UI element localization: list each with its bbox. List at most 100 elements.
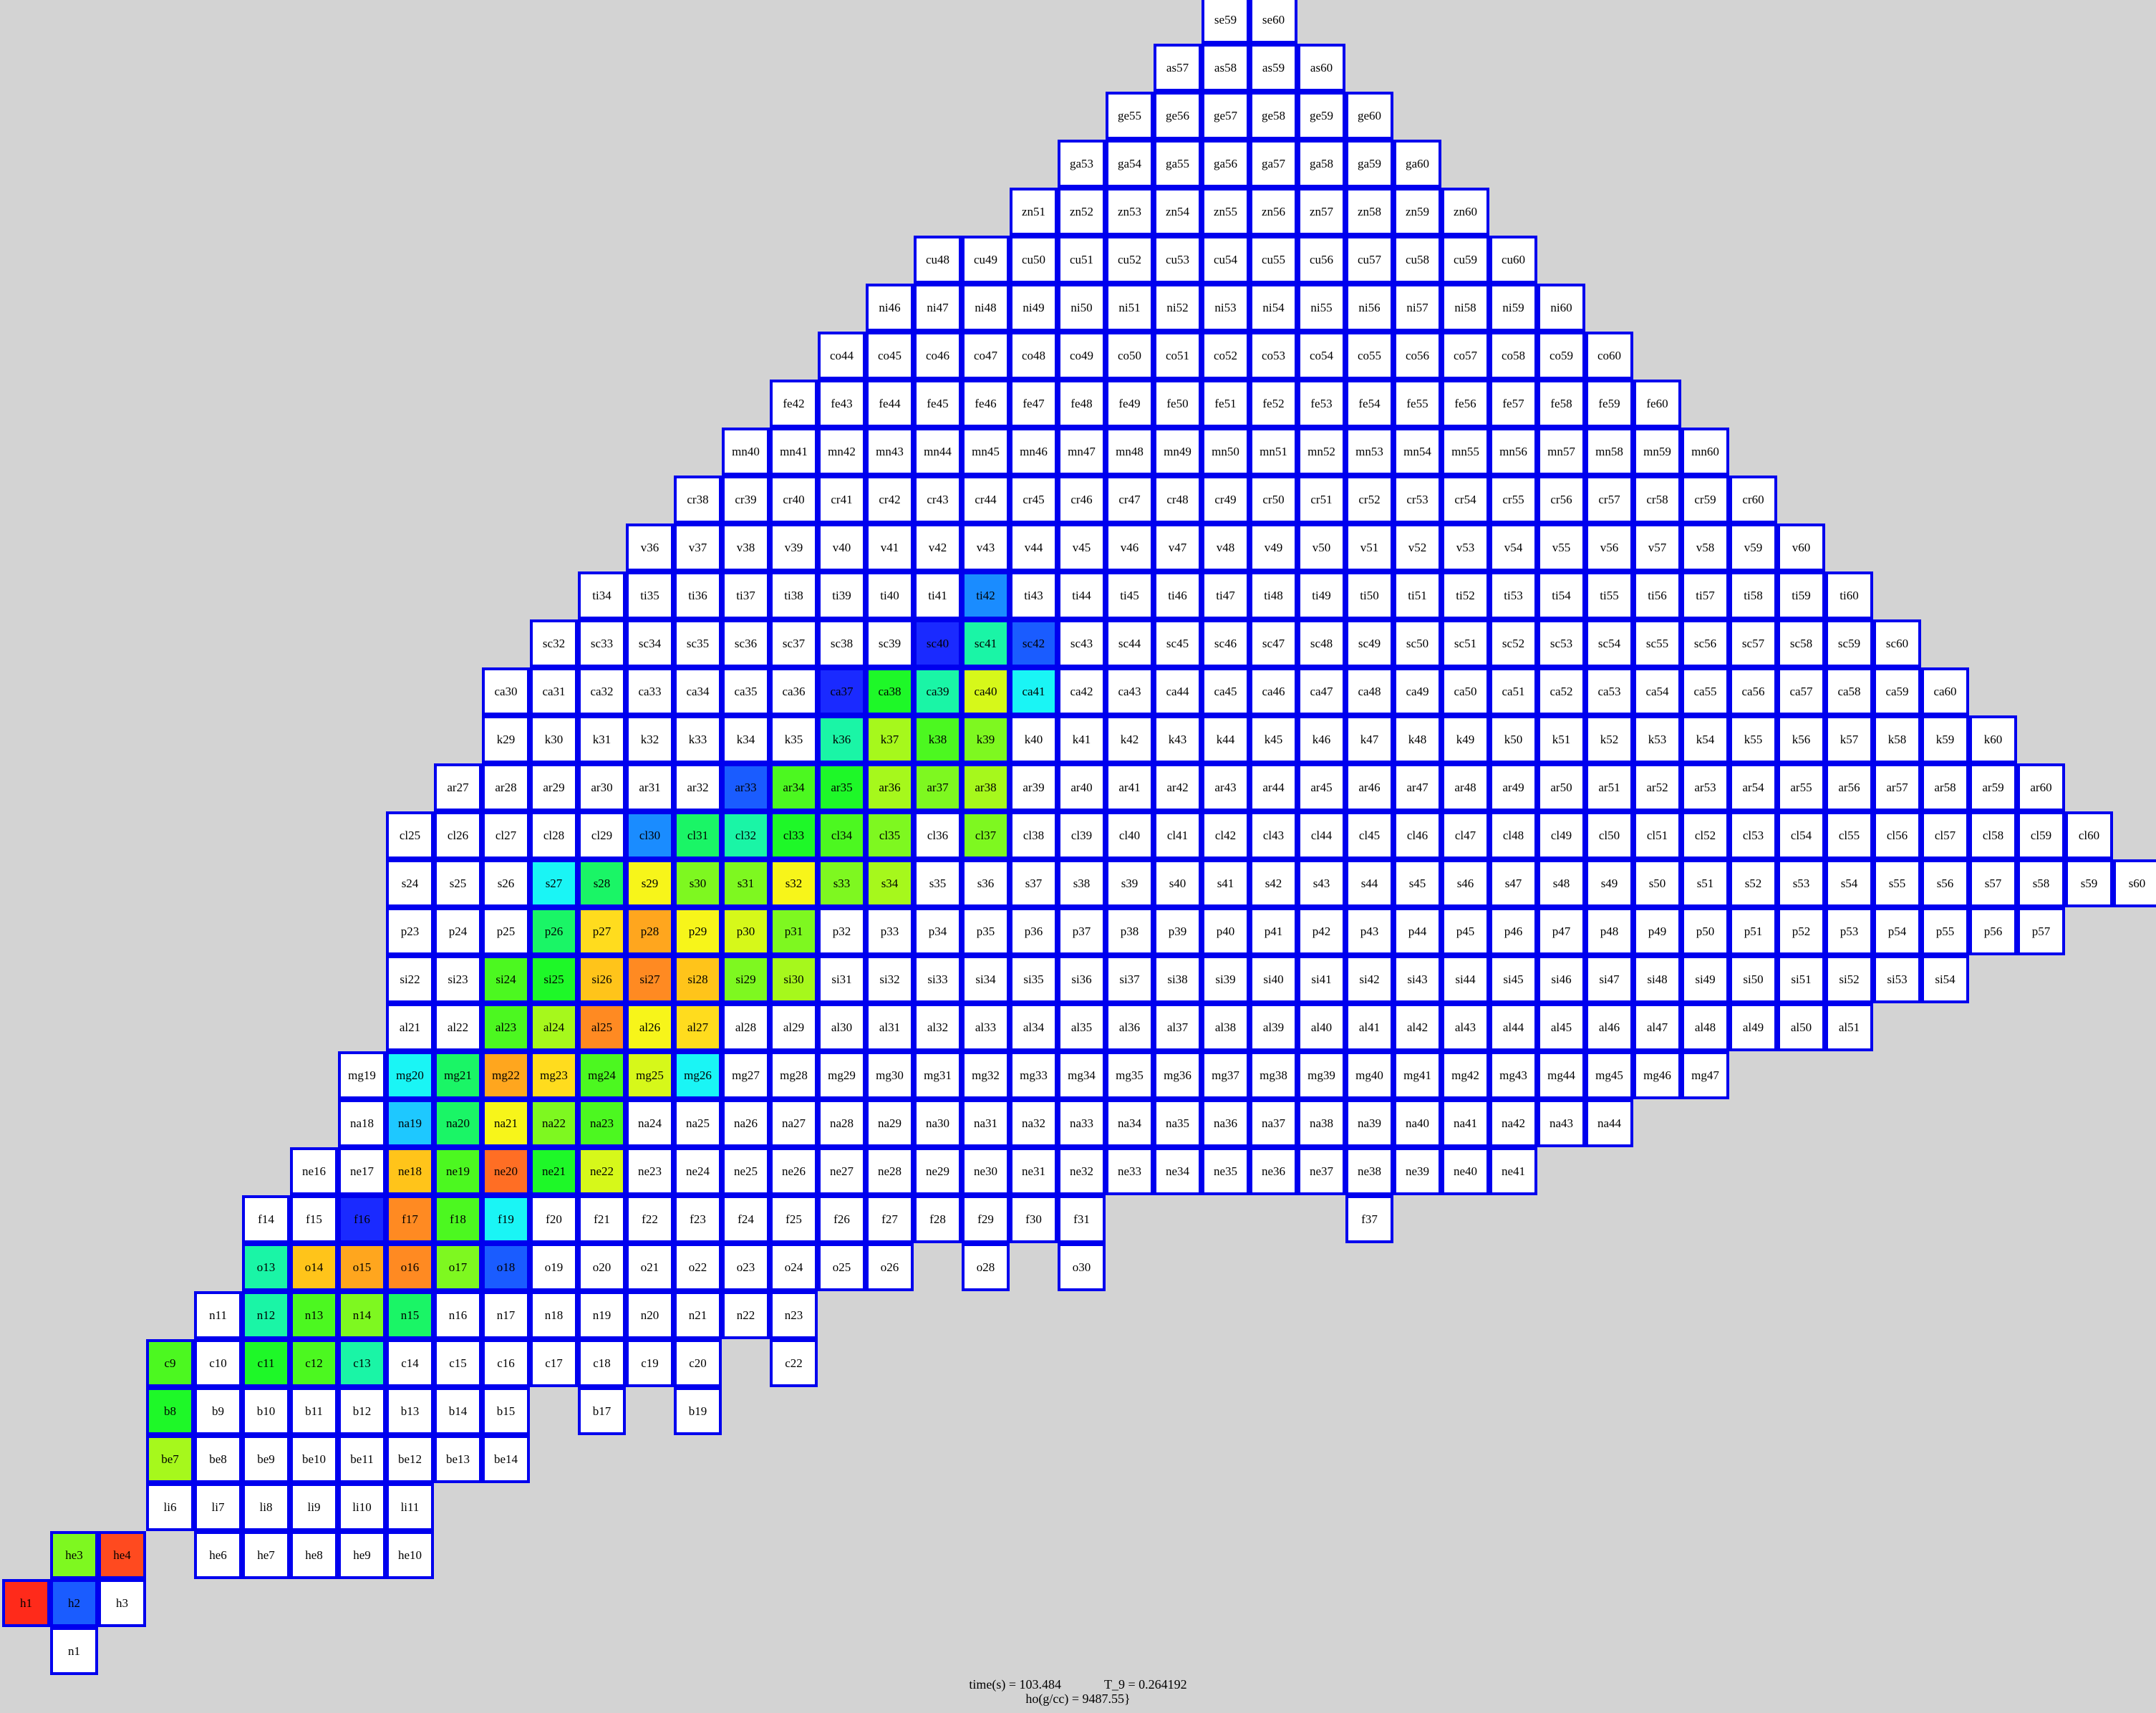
isotope-cell-ge55: ge55	[1106, 92, 1154, 140]
isotope-cell-cu53: cu53	[1154, 236, 1202, 284]
isotope-cell-n12: n12	[242, 1291, 290, 1339]
isotope-cell-k60: k60	[1969, 715, 2017, 763]
isotope-cell-sc57: sc57	[1729, 619, 1777, 667]
isotope-cell-c20: c20	[674, 1339, 722, 1387]
isotope-cell-si41: si41	[1297, 955, 1345, 1003]
isotope-cell-p40: p40	[1202, 907, 1249, 955]
isotope-cell-mg43: mg43	[1489, 1051, 1537, 1099]
isotope-cell-si32: si32	[866, 955, 914, 1003]
isotope-cell-s33: s33	[818, 859, 866, 907]
isotope-cell-fe46: fe46	[962, 380, 1010, 428]
isotope-cell-s55: s55	[1873, 859, 1921, 907]
isotope-cell-k39: k39	[962, 715, 1010, 763]
isotope-cell-cl39: cl39	[1058, 811, 1106, 859]
isotope-cell-co53: co53	[1249, 332, 1297, 380]
isotope-cell-ne25: ne25	[722, 1147, 770, 1195]
isotope-cell-si52: si52	[1825, 955, 1873, 1003]
isotope-cell-ti48: ti48	[1249, 571, 1297, 619]
isotope-cell-zn53: zn53	[1106, 188, 1154, 236]
isotope-cell-p52: p52	[1777, 907, 1825, 955]
isotope-cell-ca32: ca32	[578, 667, 626, 715]
isotope-cell-cl36: cl36	[914, 811, 962, 859]
isotope-cell-fe43: fe43	[818, 380, 866, 428]
isotope-cell-ni47: ni47	[914, 284, 962, 332]
isotope-cell-f23: f23	[674, 1195, 722, 1243]
isotope-cell-s59: s59	[2065, 859, 2113, 907]
isotope-cell-si23: si23	[434, 955, 482, 1003]
isotope-cell-na22: na22	[530, 1099, 578, 1147]
isotope-cell-ga55: ga55	[1154, 140, 1202, 188]
isotope-cell-ni50: ni50	[1058, 284, 1106, 332]
isotope-cell-cu56: cu56	[1297, 236, 1345, 284]
isotope-cell-ar38: ar38	[962, 763, 1010, 811]
isotope-cell-ni55: ni55	[1297, 284, 1345, 332]
isotope-cell-sc45: sc45	[1154, 619, 1202, 667]
isotope-cell-k54: k54	[1681, 715, 1729, 763]
isotope-cell-he9: he9	[338, 1531, 386, 1579]
isotope-cell-ar43: ar43	[1202, 763, 1249, 811]
isotope-cell-be13: be13	[434, 1435, 482, 1483]
isotope-cell-he3: he3	[50, 1531, 98, 1579]
isotope-cell-ar29: ar29	[530, 763, 578, 811]
isotope-cell-ne41: ne41	[1489, 1147, 1537, 1195]
isotope-cell-ti40: ti40	[866, 571, 914, 619]
isotope-cell-v56: v56	[1585, 523, 1633, 571]
isotope-cell-ar30: ar30	[578, 763, 626, 811]
isotope-cell-o18: o18	[482, 1243, 530, 1291]
isotope-cell-cl58: cl58	[1969, 811, 2017, 859]
isotope-cell-p30: p30	[722, 907, 770, 955]
isotope-cell-cr39: cr39	[722, 476, 770, 523]
isotope-cell-f16: f16	[338, 1195, 386, 1243]
isotope-cell-sc46: sc46	[1202, 619, 1249, 667]
isotope-cell-co57: co57	[1441, 332, 1489, 380]
isotope-cell-se60: se60	[1249, 0, 1297, 44]
isotope-cell-mg44: mg44	[1537, 1051, 1585, 1099]
isotope-cell-si30: si30	[770, 955, 818, 1003]
isotope-cell-p36: p36	[1010, 907, 1058, 955]
isotope-cell-si45: si45	[1489, 955, 1537, 1003]
isotope-cell-ne21: ne21	[530, 1147, 578, 1195]
isotope-cell-ti35: ti35	[626, 571, 674, 619]
isotope-cell-al21: al21	[386, 1003, 434, 1051]
isotope-cell-s31: s31	[722, 859, 770, 907]
isotope-cell-ar50: ar50	[1537, 763, 1585, 811]
isotope-cell-ar40: ar40	[1058, 763, 1106, 811]
isotope-cell-mg47: mg47	[1681, 1051, 1729, 1099]
isotope-cell-zn57: zn57	[1297, 188, 1345, 236]
isotope-cell-ni46: ni46	[866, 284, 914, 332]
isotope-cell-ca35: ca35	[722, 667, 770, 715]
isotope-cell-sc59: sc59	[1825, 619, 1873, 667]
isotope-cell-ar28: ar28	[482, 763, 530, 811]
isotope-cell-si53: si53	[1873, 955, 1921, 1003]
isotope-cell-ca36: ca36	[770, 667, 818, 715]
isotope-cell-mn43: mn43	[866, 428, 914, 476]
isotope-cell-ga53: ga53	[1058, 140, 1106, 188]
isotope-cell-sc37: sc37	[770, 619, 818, 667]
isotope-cell-ca56: ca56	[1729, 667, 1777, 715]
isotope-cell-na39: na39	[1345, 1099, 1393, 1147]
isotope-cell-sc41: sc41	[962, 619, 1010, 667]
isotope-cell-ge58: ge58	[1249, 92, 1297, 140]
isotope-cell-mg35: mg35	[1106, 1051, 1154, 1099]
isotope-cell-si42: si42	[1345, 955, 1393, 1003]
isotope-cell-c22: c22	[770, 1339, 818, 1387]
isotope-cell-s44: s44	[1345, 859, 1393, 907]
isotope-cell-co54: co54	[1297, 332, 1345, 380]
isotope-cell-si37: si37	[1106, 955, 1154, 1003]
isotope-cell-k37: k37	[866, 715, 914, 763]
isotope-cell-ar52: ar52	[1633, 763, 1681, 811]
isotope-cell-c10: c10	[194, 1339, 242, 1387]
isotope-cell-as57: as57	[1154, 44, 1202, 92]
isotope-cell-ca44: ca44	[1154, 667, 1202, 715]
isotope-cell-zn58: zn58	[1345, 188, 1393, 236]
isotope-cell-na26: na26	[722, 1099, 770, 1147]
isotope-cell-zn52: zn52	[1058, 188, 1106, 236]
isotope-cell-na34: na34	[1106, 1099, 1154, 1147]
isotope-cell-o23: o23	[722, 1243, 770, 1291]
isotope-cell-si34: si34	[962, 955, 1010, 1003]
isotope-cell-ti47: ti47	[1202, 571, 1249, 619]
isotope-cell-co51: co51	[1154, 332, 1202, 380]
isotope-cell-cl45: cl45	[1345, 811, 1393, 859]
isotope-cell-v45: v45	[1058, 523, 1106, 571]
isotope-cell-cl43: cl43	[1249, 811, 1297, 859]
